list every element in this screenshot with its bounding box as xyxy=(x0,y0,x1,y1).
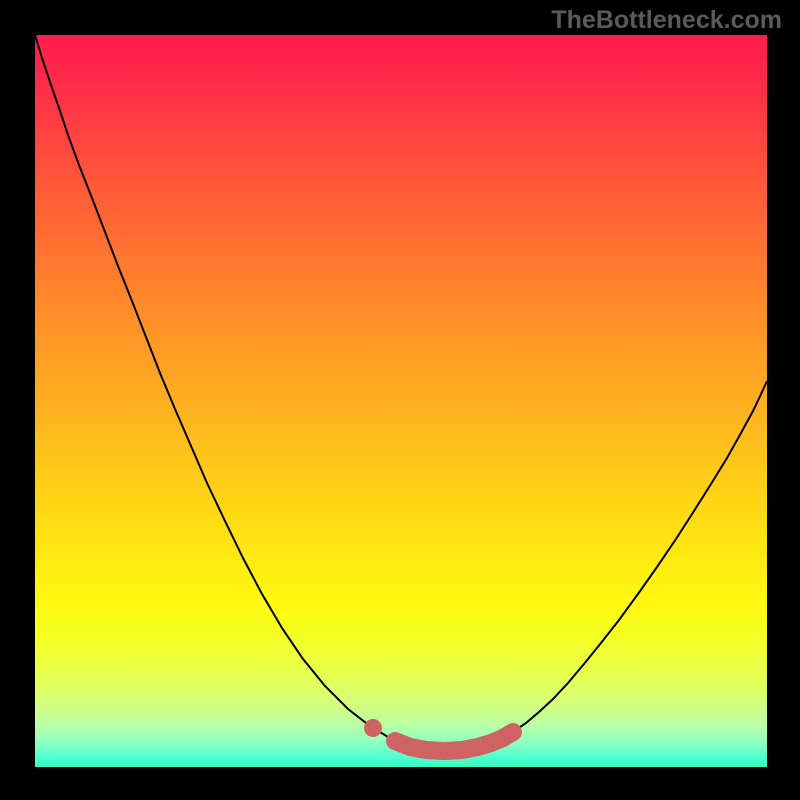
watermark-text: TheBottleneck.com xyxy=(551,6,782,35)
chart-overlay xyxy=(0,0,800,800)
optimal-range-highlight xyxy=(395,732,513,751)
optimal-range-dot xyxy=(364,719,382,737)
bottleneck-curve xyxy=(35,35,767,750)
